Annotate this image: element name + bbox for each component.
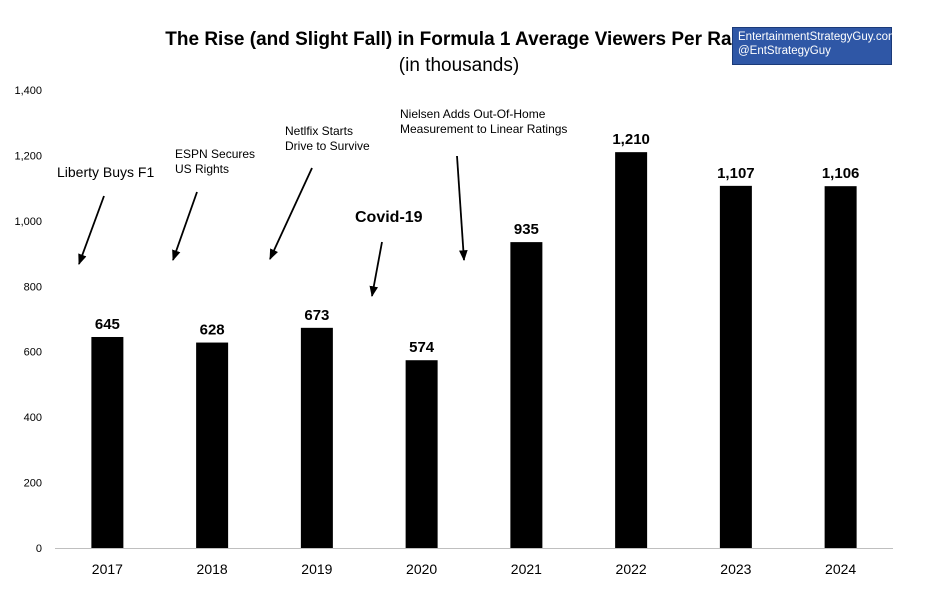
y-tick-label: 800 <box>24 281 42 293</box>
annotation-arrow <box>456 155 468 262</box>
annotation-text: US Rights <box>175 162 229 176</box>
y-tick-label: 1,400 <box>14 85 42 97</box>
data-label: 935 <box>514 221 539 238</box>
x-tick-label: 2017 <box>92 561 123 577</box>
annotation-text: Measurement to Linear Ratings <box>400 122 567 136</box>
data-label: 1,210 <box>612 131 650 148</box>
data-label: 1,107 <box>717 165 755 182</box>
bar <box>300 327 333 548</box>
annotation-text: ESPN Secures <box>175 147 255 161</box>
bar <box>510 242 543 548</box>
chart-title: The Rise (and Slight Fall) in Formula 1 … <box>165 29 753 50</box>
y-tick-label: 600 <box>24 347 42 359</box>
annotation-arrow <box>369 241 383 298</box>
annotation-arrow <box>172 191 198 262</box>
annotation-text: Covid-19 <box>355 209 423 226</box>
annotation-arrow <box>269 167 313 260</box>
x-tick-label: 2024 <box>825 561 856 577</box>
x-tick-label: 2023 <box>720 561 751 577</box>
x-tick-label: 2018 <box>197 561 228 577</box>
watermark-badge: EntertainmentStrategyGuy.com @EntStrateg… <box>732 27 898 65</box>
y-tick-label: 200 <box>24 478 42 490</box>
x-tick-label: 2022 <box>616 561 647 577</box>
bar <box>405 360 438 548</box>
bar <box>615 152 648 548</box>
annotation-text: Drive to Survive <box>285 139 370 153</box>
y-tick-label: 1,200 <box>14 150 42 162</box>
chart-subtitle: (in thousands) <box>398 55 520 76</box>
data-label: 673 <box>304 307 329 324</box>
annotation-arrow <box>78 195 105 266</box>
x-tick-label: 2019 <box>301 561 332 577</box>
watermark-handle: @EntStrategyGuy <box>738 45 831 57</box>
x-tick-label: 2021 <box>511 561 542 577</box>
data-label: 628 <box>200 322 225 339</box>
watermark-website: EntertainmentStrategyGuy.com <box>738 31 898 43</box>
data-label: 645 <box>95 316 120 333</box>
annotation-text: Liberty Buys F1 <box>57 164 154 180</box>
y-tick-label: 0 <box>36 543 42 555</box>
annotation-text: Netlfix Starts <box>285 124 353 138</box>
bar <box>91 336 124 548</box>
bar <box>824 186 857 548</box>
y-tick-label: 1,000 <box>14 216 42 228</box>
data-label: 1,106 <box>822 165 860 182</box>
bar <box>196 342 229 548</box>
y-tick-label: 400 <box>24 412 42 424</box>
annotation-text: Nielsen Adds Out-Of-Home <box>400 107 546 121</box>
bar <box>719 185 752 549</box>
x-tick-label: 2020 <box>406 561 437 577</box>
data-label: 574 <box>409 339 435 356</box>
